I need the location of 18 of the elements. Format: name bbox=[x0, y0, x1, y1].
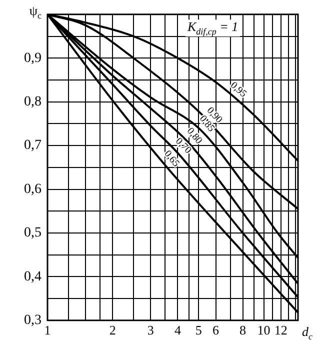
y-tick-label: 0,9 bbox=[24, 50, 42, 66]
x-tick-label: 10 bbox=[257, 322, 270, 338]
y-tick-label: 0,6 bbox=[24, 182, 42, 197]
x-tick-label: 3 bbox=[147, 322, 154, 338]
y-tick-label: 0,5 bbox=[24, 226, 42, 241]
x-tick-label: 12 bbox=[274, 322, 288, 338]
x-tick-label: 6 bbox=[212, 322, 220, 338]
x-tick-label: 8 bbox=[240, 322, 246, 338]
y-tick-label: 0,4 bbox=[24, 269, 42, 284]
x-tick-label: 1 bbox=[44, 322, 51, 338]
x-tick-label: 2 bbox=[109, 322, 116, 338]
y-tick-label: 0,8 bbox=[24, 94, 42, 110]
x-tick-label: 4 bbox=[174, 322, 182, 338]
y-tick-label: 0,3 bbox=[24, 313, 42, 328]
text: 0,95 bbox=[228, 80, 249, 100]
y-tick-label: 0,7 bbox=[24, 138, 42, 154]
text: 0,65 bbox=[162, 148, 182, 170]
x-tick-label: 5 bbox=[195, 322, 202, 338]
